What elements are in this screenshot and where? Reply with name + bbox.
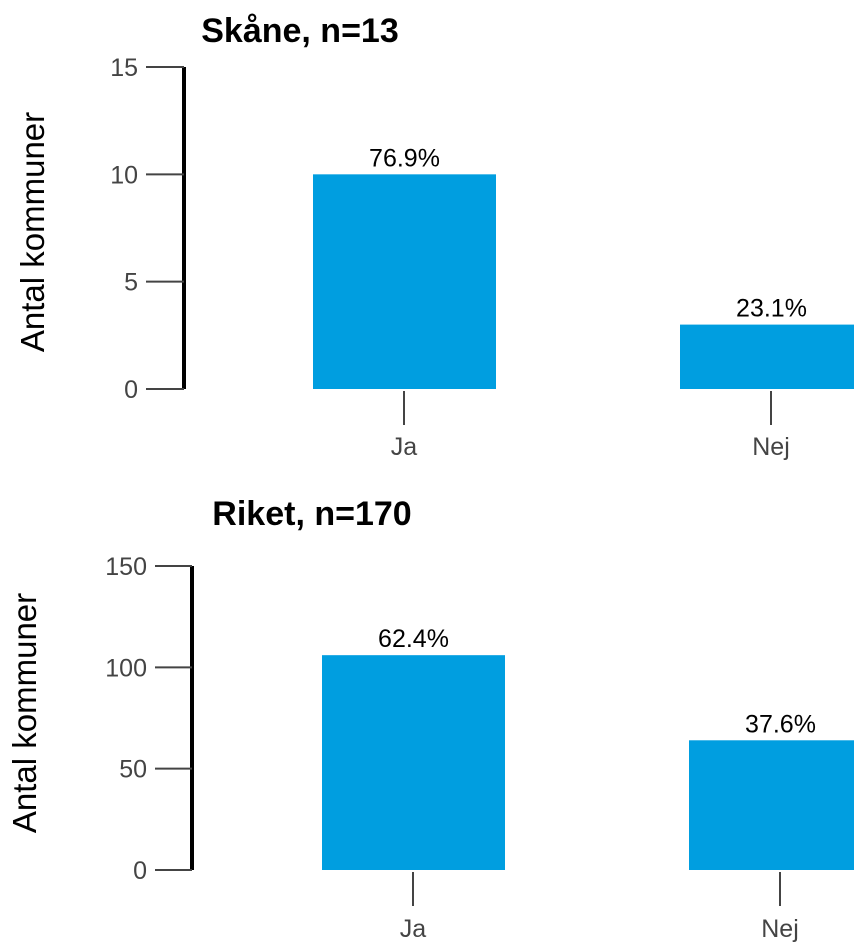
y-tick-label: 0 (124, 376, 138, 404)
x-tick-label: Nej (761, 915, 799, 943)
data-label: 62.4% (378, 625, 449, 653)
y-tick-label: 5 (124, 269, 138, 297)
y-tick-label: 50 (119, 756, 147, 784)
data-label: 37.6% (745, 710, 816, 738)
y-tick-label: 100 (105, 654, 147, 682)
y-tick-label: 0 (133, 857, 147, 885)
chart-riket: Riket, n=170 Antal kommuner 0 50 100 150 62.… (6, 495, 854, 943)
x-tick-label: Ja (391, 433, 418, 461)
y-tick-label: 10 (110, 161, 138, 189)
bar-ja (313, 174, 496, 389)
y-tick-label: 15 (110, 54, 138, 82)
x-tick-label: Ja (400, 915, 427, 943)
bar-nej (680, 324, 854, 389)
y-tick-label: 150 (105, 553, 147, 581)
bar-nej (689, 740, 854, 870)
chart-title: Skåne, n=13 (201, 12, 399, 50)
y-axis-label: Antal kommuner (14, 112, 51, 352)
bar-ja (322, 655, 505, 870)
x-tick-label: Nej (752, 433, 790, 461)
chart-skane: Skåne, n=13 Antal kommuner 0 5 10 15 76.9% Ja… (14, 12, 854, 461)
y-axis-label: Antal kommuner (6, 593, 43, 833)
chart-title: Riket, n=170 (212, 495, 411, 533)
data-label: 23.1% (736, 295, 807, 323)
data-label: 76.9% (369, 144, 440, 172)
